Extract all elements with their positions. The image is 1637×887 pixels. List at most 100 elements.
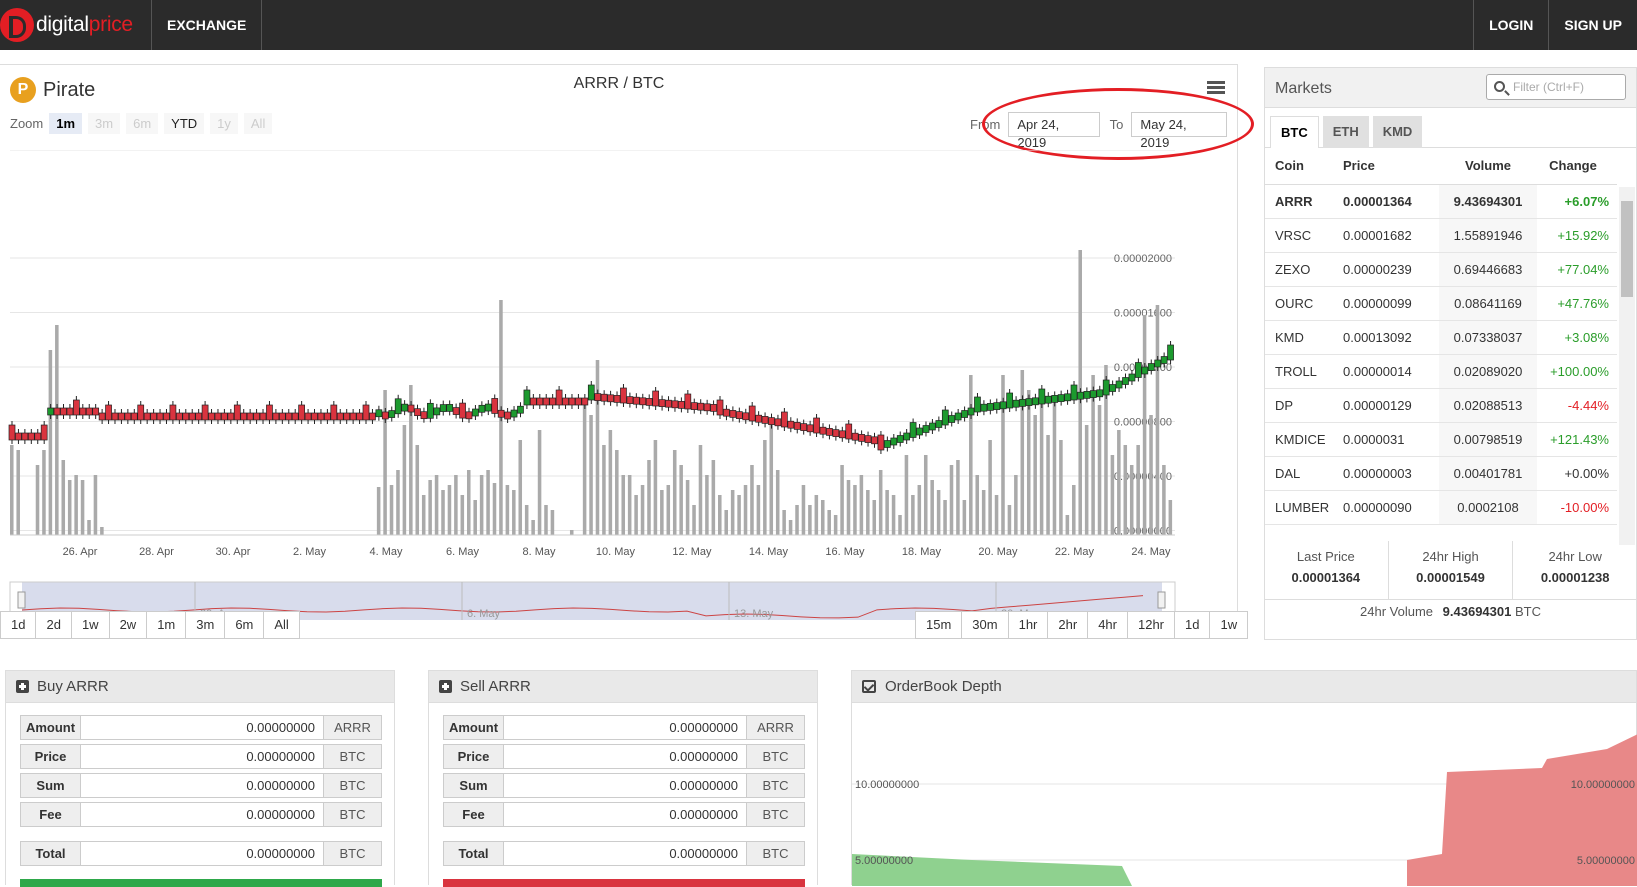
field-value[interactable]: 0.00000000 bbox=[669, 720, 738, 735]
filter-input[interactable]: Filter (Ctrl+F) bbox=[1486, 74, 1626, 100]
field-value[interactable]: 0.00000000 bbox=[246, 720, 315, 735]
col-price[interactable]: Price bbox=[1343, 148, 1439, 185]
fee-field[interactable]: Fee 0.00000000 BTC bbox=[20, 802, 382, 827]
market-row[interactable]: DP 0.00000129 0.02088513 -4.44% bbox=[1265, 388, 1617, 423]
signup-link[interactable]: SIGN UP bbox=[1548, 0, 1637, 50]
brand-logo[interactable]: digitalprice bbox=[0, 0, 152, 50]
candle-body bbox=[735, 411, 743, 419]
candle-body bbox=[201, 404, 209, 421]
interval-30m-button[interactable]: 30m bbox=[961, 611, 1009, 639]
depth-y-label: 10.00000000 bbox=[855, 779, 919, 791]
field-value[interactable]: 0.00000000 bbox=[669, 778, 738, 793]
market-row[interactable]: LUMBER 0.00000090 0.0002108 -10.00% bbox=[1265, 490, 1617, 525]
candle-body bbox=[34, 432, 42, 441]
market-row[interactable]: VRSC 0.00001682 1.55891946 +15.92% bbox=[1265, 218, 1617, 253]
market-row[interactable]: ARRR 0.00001364 9.43694301 +6.07% bbox=[1265, 184, 1617, 219]
candle-body bbox=[1057, 394, 1065, 402]
field-value[interactable]: 0.00000000 bbox=[669, 807, 738, 822]
col-change[interactable]: Change bbox=[1537, 148, 1617, 185]
volume-value: 9.43694301 bbox=[1442, 604, 1512, 619]
field-value[interactable]: 0.00000000 bbox=[669, 846, 738, 861]
total-field[interactable]: Total 0.00000000 BTC bbox=[20, 841, 382, 866]
volume-bar bbox=[421, 495, 426, 535]
depth-chart[interactable]: 10.00000000 5.00000000 10.00000000 5.000000… bbox=[852, 704, 1637, 886]
zoom-3m-button[interactable]: 3m bbox=[88, 113, 121, 134]
price-field[interactable]: Price 0.00000000 BTC bbox=[20, 744, 382, 769]
candle-body bbox=[993, 402, 1001, 410]
market-row[interactable]: KMD 0.00013092 0.07338037 +3.08% bbox=[1265, 320, 1617, 355]
interval-12hr-button[interactable]: 12hr bbox=[1126, 611, 1176, 639]
range-1d-button[interactable]: 1d bbox=[0, 611, 37, 639]
tab-kmd[interactable]: KMD bbox=[1372, 116, 1423, 148]
range-1w-button[interactable]: 1w bbox=[70, 611, 110, 639]
bid-area bbox=[852, 854, 1132, 886]
field-value[interactable]: 0.00000000 bbox=[246, 807, 315, 822]
tab-eth[interactable]: ETH bbox=[1322, 116, 1369, 148]
field-value[interactable]: 0.00000000 bbox=[246, 846, 315, 861]
amount-field[interactable]: Amount 0.00000000 ARRR bbox=[20, 715, 382, 740]
interval-2hr-button[interactable]: 2hr bbox=[1047, 611, 1089, 639]
market-row[interactable]: KMDICE 0.0000031 0.00798519 +121.43% bbox=[1265, 422, 1617, 457]
candle-body bbox=[703, 403, 711, 412]
range-6m-button[interactable]: 6m bbox=[224, 611, 265, 639]
field-unit: BTC bbox=[323, 774, 381, 797]
sum-field[interactable]: Sum 0.00000000 BTC bbox=[20, 773, 382, 798]
col-coin[interactable]: Coin bbox=[1265, 148, 1343, 185]
buy-button[interactable] bbox=[20, 879, 382, 887]
field-label: Total bbox=[444, 842, 504, 865]
interval-1w-button[interactable]: 1w bbox=[1209, 611, 1249, 639]
interval-1d-button[interactable]: 1d bbox=[1174, 611, 1211, 639]
candlestick-chart[interactable]: 0.000020000.000016000.000012000.00000800… bbox=[0, 150, 1238, 620]
zoom-6m-button[interactable]: 6m bbox=[126, 113, 159, 134]
field-value[interactable]: 0.00000000 bbox=[246, 778, 315, 793]
market-change: +121.43% bbox=[1537, 422, 1617, 457]
market-volume: 1.55891946 bbox=[1439, 218, 1537, 253]
field-value[interactable]: 0.00000000 bbox=[246, 749, 315, 764]
candle-body bbox=[620, 387, 627, 404]
fee-field[interactable]: Fee 0.00000000 BTC bbox=[443, 802, 805, 827]
market-row[interactable]: ZEXO 0.00000239 0.69446683 +77.04% bbox=[1265, 252, 1617, 287]
nav-exchange[interactable]: EXCHANGE bbox=[152, 0, 263, 50]
range-2d-button[interactable]: 2d bbox=[35, 611, 72, 639]
chart-menu-icon[interactable] bbox=[1207, 81, 1225, 95]
zoom-1y-button[interactable]: 1y bbox=[210, 113, 238, 134]
range-1m-button[interactable]: 1m bbox=[146, 611, 187, 639]
candle-body bbox=[652, 390, 659, 407]
interval-15m-button[interactable]: 15m bbox=[915, 611, 963, 639]
buy-panel-header[interactable]: Buy ARRR bbox=[6, 671, 394, 703]
range-2w-button[interactable]: 2w bbox=[108, 611, 148, 639]
volume-bar bbox=[775, 470, 780, 535]
zoom-ytd-button[interactable]: YTD bbox=[164, 113, 205, 134]
sell-button[interactable] bbox=[443, 879, 805, 887]
market-row[interactable]: DAL 0.00000003 0.00401781 +0.00% bbox=[1265, 456, 1617, 491]
field-label: Amount bbox=[21, 716, 81, 739]
candle-body bbox=[105, 404, 112, 421]
zoom-all-button[interactable]: All bbox=[243, 113, 273, 134]
range-all-button[interactable]: All bbox=[263, 611, 300, 639]
interval-1hr-button[interactable]: 1hr bbox=[1007, 611, 1049, 639]
interval-4hr-button[interactable]: 4hr bbox=[1087, 611, 1128, 639]
scrollbar-thumb[interactable] bbox=[1621, 201, 1633, 297]
sell-panel-header[interactable]: Sell ARRR bbox=[429, 671, 817, 703]
volume-bar bbox=[724, 510, 728, 535]
volume-bar bbox=[872, 500, 877, 535]
tab-btc[interactable]: BTC bbox=[1270, 116, 1319, 148]
markets-scrollbar[interactable] bbox=[1619, 187, 1635, 545]
candle-body bbox=[1109, 384, 1116, 392]
volume-bar bbox=[383, 390, 387, 535]
market-row[interactable]: OURC 0.00000099 0.08641169 +47.76% bbox=[1265, 286, 1617, 321]
x-tick-label: 16. May bbox=[825, 546, 865, 558]
login-link[interactable]: LOGIN bbox=[1473, 0, 1548, 50]
price-chart-panel: P Pirate ARRR / BTC Zoom 1m 3m 6m YTD 1y… bbox=[0, 64, 1254, 639]
total-field[interactable]: Total 0.00000000 BTC bbox=[443, 841, 805, 866]
market-coin: VRSC bbox=[1265, 218, 1343, 253]
sum-field[interactable]: Sum 0.00000000 BTC bbox=[443, 773, 805, 798]
range-3m-button[interactable]: 3m bbox=[185, 611, 226, 639]
amount-field[interactable]: Amount 0.00000000 ARRR bbox=[443, 715, 805, 740]
zoom-1m-button[interactable]: 1m bbox=[49, 113, 83, 134]
col-volume[interactable]: Volume bbox=[1439, 148, 1537, 185]
candle-body bbox=[986, 403, 994, 411]
market-row[interactable]: TROLL 0.00000014 0.02089020 +100.00% bbox=[1265, 354, 1617, 389]
price-field[interactable]: Price 0.00000000 BTC bbox=[443, 744, 805, 769]
field-value[interactable]: 0.00000000 bbox=[669, 749, 738, 764]
